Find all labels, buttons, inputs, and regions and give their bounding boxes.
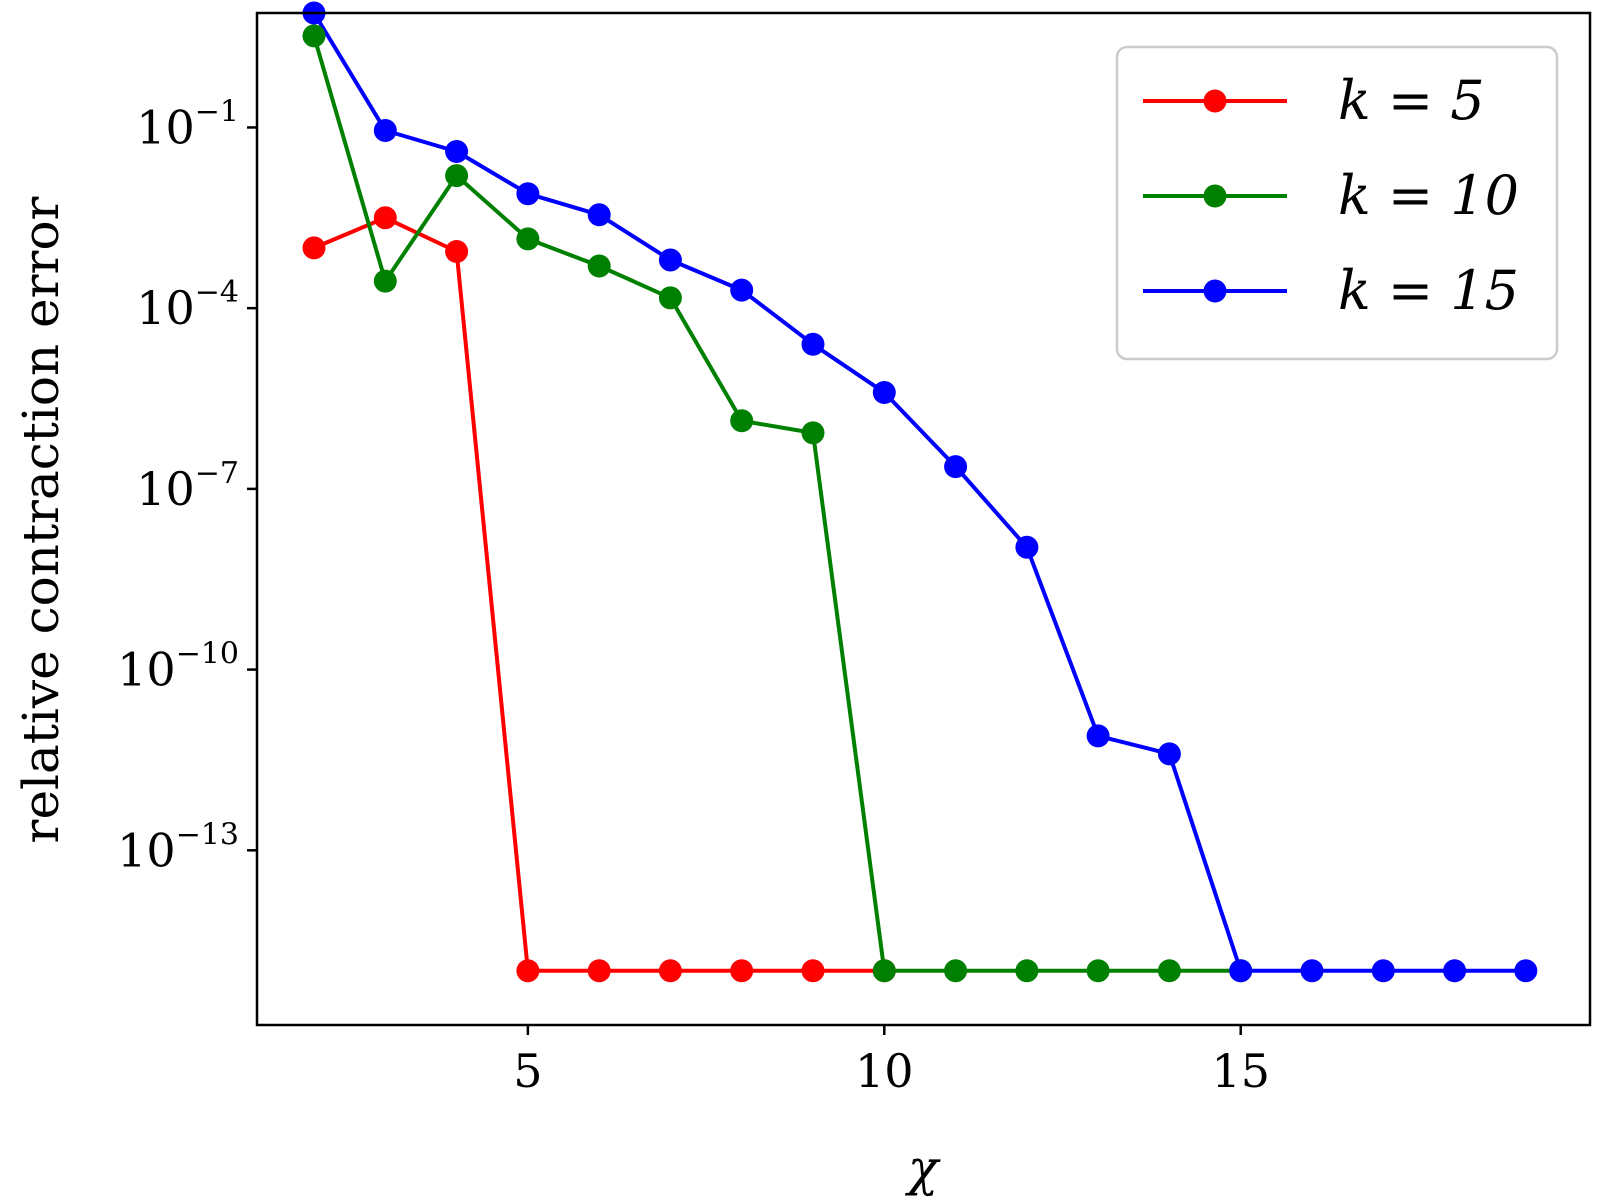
data-point — [1015, 959, 1039, 983]
y-axis-label: relative contraction error — [12, 196, 70, 843]
data-point — [801, 959, 825, 983]
data-point — [658, 959, 682, 983]
data-point — [801, 421, 825, 445]
data-point — [1086, 959, 1110, 983]
data-point — [302, 24, 326, 48]
x-tick-label: 5 — [513, 1044, 542, 1098]
data-point — [1514, 959, 1538, 983]
series-line-1 — [313, 215, 885, 973]
data-point — [445, 140, 469, 163]
legend-label: k = 15 — [1338, 259, 1519, 322]
data-point — [730, 409, 754, 433]
legend-label: k = 5 — [1338, 69, 1485, 132]
legend-label: k = 10 — [1338, 164, 1519, 227]
legend-swatch-marker — [1203, 184, 1227, 208]
series-points — [302, 1, 1538, 983]
x-axis-label: χ — [905, 1139, 941, 1197]
series-line-3 — [312, 11, 1526, 973]
data-point — [1157, 742, 1181, 766]
legend: k = 5 k = 10 k = 15 — [1115, 45, 1559, 361]
data-point — [1015, 535, 1039, 559]
x-axis-ticks: 5 10 15 — [513, 1025, 1270, 1098]
data-point — [373, 119, 397, 142]
y-tick-label: 10−1 — [136, 94, 239, 154]
data-point — [658, 248, 682, 272]
data-point — [730, 278, 754, 302]
legend-swatch-marker — [1203, 279, 1227, 303]
x-tick-label: 10 — [855, 1044, 914, 1098]
x-tick-label: 15 — [1211, 1044, 1270, 1098]
data-point — [1300, 959, 1324, 983]
data-point — [587, 254, 611, 278]
legend-items: k = 5 k = 10 k = 15 — [1143, 69, 1519, 322]
legend-box — [1115, 45, 1559, 361]
y-axis-ticks: 10−1 10−4 10−7 10−10 10−13 — [117, 94, 257, 877]
series-line-2 — [312, 35, 1241, 973]
data-point — [801, 332, 825, 356]
plot-frame — [255, 11, 1592, 1027]
data-point — [872, 959, 896, 983]
data-point — [944, 455, 968, 479]
data-point — [587, 203, 611, 227]
data-point — [1229, 959, 1253, 983]
data-point — [730, 959, 754, 983]
data-point — [516, 182, 540, 206]
y-tick-label: 10−13 — [117, 817, 239, 877]
data-point — [944, 959, 968, 983]
data-point — [516, 227, 540, 251]
data-point — [1443, 959, 1467, 983]
data-point — [872, 381, 896, 404]
data-point — [516, 959, 540, 983]
data-point — [1157, 959, 1181, 983]
data-point — [587, 959, 611, 983]
y-tick-label: 10−10 — [117, 637, 239, 697]
data-point — [373, 269, 397, 293]
data-point — [373, 206, 397, 230]
data-point — [445, 164, 469, 188]
data-point — [445, 240, 469, 263]
legend-swatch-marker — [1203, 89, 1227, 113]
y-tick-label: 10−7 — [136, 456, 239, 516]
data-point — [1086, 724, 1110, 748]
data-point — [1371, 959, 1395, 983]
data-point — [658, 286, 682, 310]
data-point — [302, 236, 326, 260]
y-tick-label: 10−4 — [136, 275, 239, 335]
